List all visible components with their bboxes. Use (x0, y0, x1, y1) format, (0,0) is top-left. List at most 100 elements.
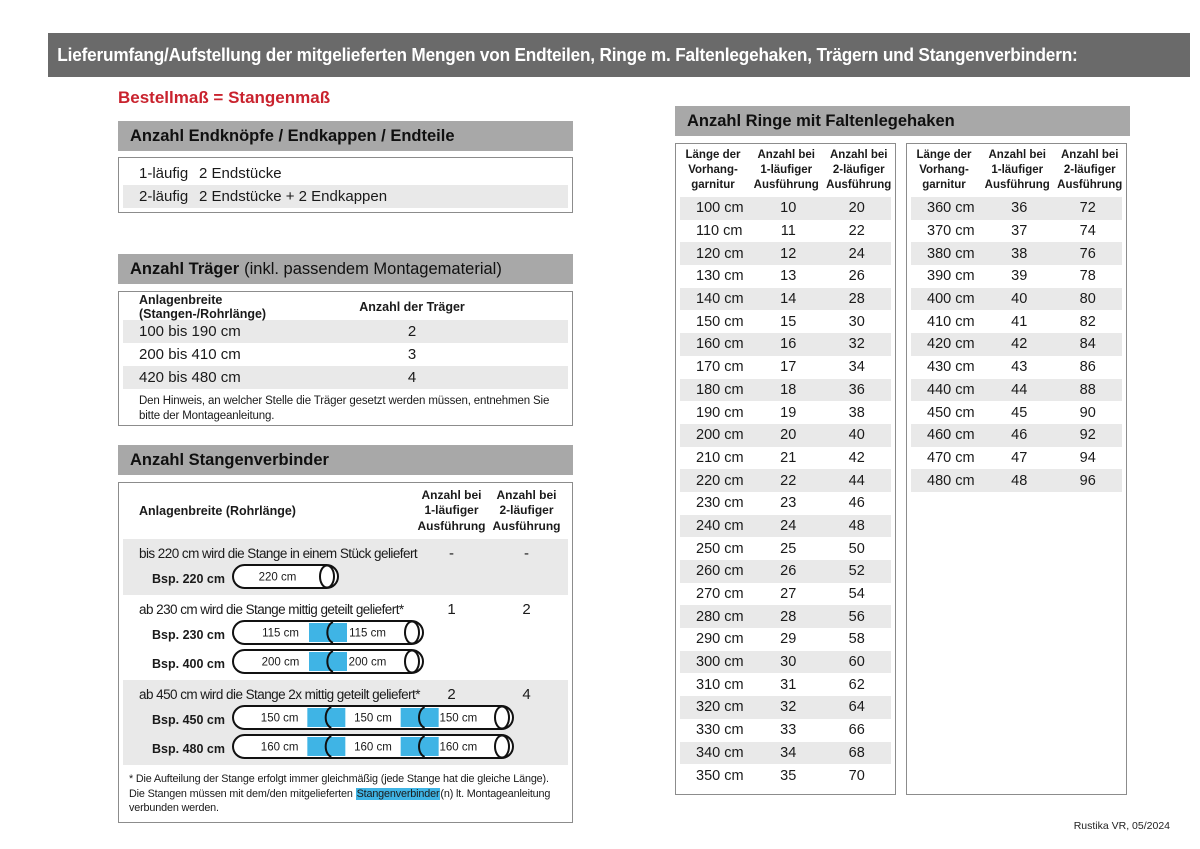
section-traeger-subtitle: (inkl. passendem Montagematerial) (244, 259, 502, 278)
col-1-laeufig-label: Anzahl bei 1-läufiger Ausführung (417, 487, 486, 533)
table-row: 140 cm 14 28 (680, 287, 891, 311)
rings-1-laeufig-value: 44 (1011, 381, 1028, 398)
section-ringe-title: Anzahl Ringe mit Faltenlegehaken (687, 111, 955, 130)
rod-end-cap (404, 620, 420, 644)
rings-2-laeufig-value: 80 (1079, 291, 1096, 308)
length-value: 180 cm (696, 381, 744, 398)
rod-body (232, 563, 339, 589)
table-row: 170 cm 17 34 (680, 356, 891, 379)
rings-1-laeufig-value: 31 (780, 676, 797, 693)
laufig-label: 2-läufig (139, 188, 189, 205)
rings-2-laeufig-value: 38 (848, 404, 865, 421)
order-measure-note: Bestellmaß = Stangenmaß (118, 88, 331, 107)
rings-2-laeufig-value: 26 (848, 268, 865, 285)
rings-2-laeufig-value: 44 (848, 472, 865, 489)
section-endteile-title: Anzahl Endknöpfe / Endkappen / Endteile (130, 126, 455, 145)
rod-diagram-wrap: 115 cm 115 cm (231, 619, 425, 651)
table-row: 280 cm 28 56 (680, 605, 891, 629)
section-verbinder-header: Anzahl Stangenverbinder (118, 445, 573, 475)
traeger-count-value: 4 (407, 369, 417, 386)
rod-diagram: 220 cm (232, 563, 339, 589)
table-row: 470 cm 47 94 (911, 447, 1122, 470)
rings-1-laeufig-value: 27 (780, 586, 797, 603)
rings-1-laeufig-value: 35 (780, 767, 797, 784)
length-value: 190 cm (696, 404, 744, 421)
rings-2-laeufig-value: 74 (1079, 223, 1096, 240)
rings-2-laeufig-value: 30 (848, 313, 865, 330)
rings-2-laeufig-value: 60 (848, 654, 865, 671)
rings-1-laeufig-value: 48 (1011, 472, 1028, 489)
footnote-text: (n) lt. Montageanleitung verbunden werde… (129, 787, 551, 815)
col-laenge-label: Länge der Vorhang- garnitur (916, 149, 972, 191)
ringe-table-header: Länge der Vorhang- garnitur Anzahl bei 1-… (676, 144, 895, 197)
table-row: 450 cm 45 90 (911, 401, 1122, 424)
traeger-note: Den Hinweis, an welcher Stelle die Träge… (139, 395, 550, 422)
rod-diagram: 160 cm 160 cm 160 cm (232, 733, 514, 759)
table-row: 370 cm 37 74 (911, 220, 1122, 243)
rod-diagram-wrap: 200 cm 200 cm (231, 648, 425, 680)
rings-1-laeufig-value: 37 (1011, 223, 1028, 240)
rod-example-row: Bsp. 400 cm 200 cm 200 cm (123, 648, 568, 680)
rings-1-laeufig-value: 11 (780, 223, 796, 240)
rings-2-laeufig-value: 40 (848, 427, 865, 444)
verbinder-table: Anlagenbreite (Rohrlänge) Anzahl bei 1-lä… (118, 482, 573, 823)
length-value: 340 cm (696, 744, 744, 761)
table-row: 330 cm 33 66 (680, 719, 891, 742)
col-anzahl-traeger-label: Anzahl der Träger (359, 300, 465, 314)
length-value: 210 cm (696, 449, 744, 466)
length-value: 310 cm (696, 676, 744, 693)
rings-1-laeufig-value: 15 (780, 313, 797, 330)
segment-length-label: 150 cm (439, 712, 477, 724)
rings-1-laeufig-value: 30 (780, 654, 797, 671)
section-ringe-header: Anzahl Ringe mit Faltenlegehaken (675, 106, 1130, 136)
col-2-laeufig-label: Anzahl bei 2-läufiger Ausführung (1057, 149, 1123, 191)
rod-joint-arc (418, 734, 426, 758)
rings-2-laeufig-value: 24 (848, 245, 865, 262)
table-row: 270 cm 27 54 (680, 583, 891, 606)
length-value: 440 cm (927, 381, 975, 398)
rod-end-cap (404, 649, 420, 673)
example-label: Bsp. 220 cm (152, 571, 225, 586)
count-1-laeufig-value: 2 (447, 686, 456, 703)
col-laenge-label: Länge der Vorhang- garnitur (685, 149, 741, 191)
rings-2-laeufig-value: 70 (848, 767, 865, 784)
rings-1-laeufig-value: 43 (1011, 359, 1028, 376)
rod-example-row: Bsp. 230 cm 115 cm 115 cm (123, 619, 568, 651)
table-row: 220 cm 22 44 (680, 469, 891, 492)
table-row: 120 cm 12 24 (680, 242, 891, 266)
traeger-count-value: 3 (407, 346, 417, 363)
rings-2-laeufig-value: 46 (848, 495, 865, 512)
rings-1-laeufig-value: 19 (780, 404, 797, 421)
footnote-text: * Die Aufteilung der Stange erfolgt imme… (129, 773, 549, 800)
rod-joint-arc (418, 705, 426, 729)
section-endteile-header: Anzahl Endknöpfe / Endkappen / Endteile (118, 121, 573, 151)
rings-2-laeufig-value: 62 (848, 676, 865, 693)
rings-1-laeufig-value: 25 (780, 540, 797, 557)
length-value: 480 cm (927, 472, 975, 489)
length-value: 450 cm (927, 404, 975, 421)
length-value: 140 cm (696, 291, 744, 308)
section-traeger-header: Anzahl Träger (inkl. passendem Montagema… (118, 254, 573, 284)
rings-2-laeufig-value: 88 (1079, 381, 1096, 398)
rings-1-laeufig-value: 26 (780, 563, 797, 580)
table-row: 310 cm 31 62 (680, 673, 891, 696)
rings-2-laeufig-value: 72 (1079, 200, 1096, 217)
verbinder-block: ab 450 cm wird die Stange 2x mittig gete… (123, 680, 568, 765)
length-value: 160 cm (696, 336, 744, 353)
table-row: 150 cm 15 30 (680, 310, 891, 333)
rings-2-laeufig-value: 66 (848, 722, 865, 739)
length-value: 280 cm (696, 608, 744, 625)
rings-2-laeufig-value: 68 (848, 744, 865, 761)
table-row: 410 cm 41 82 (911, 310, 1122, 333)
rings-2-laeufig-value: 84 (1079, 336, 1096, 353)
document-footer: Rustika VR, 05/2024 (1073, 820, 1170, 832)
col-anlagenbreite-label: Anlagenbreite (Rohrlänge) (139, 504, 296, 518)
rod-joint-arc (326, 649, 334, 673)
segment-length-label: 160 cm (439, 741, 477, 753)
rings-1-laeufig-value: 29 (780, 631, 797, 648)
table-row: 100 cm 10 20 (680, 197, 891, 220)
rings-1-laeufig-value: 20 (780, 427, 797, 444)
rings-2-laeufig-value: 54 (848, 586, 865, 603)
section-verbinder-title: Anzahl Stangenverbinder (130, 450, 329, 469)
count-2-laeufig-value: 2 (522, 601, 531, 618)
